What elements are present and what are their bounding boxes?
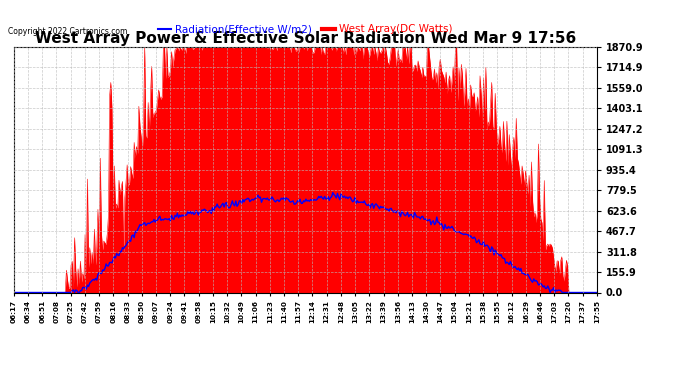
Text: Copyright 2022 Cartronics.com: Copyright 2022 Cartronics.com [8, 27, 128, 36]
Legend: Radiation(Effective W/m2), West Array(DC Watts): Radiation(Effective W/m2), West Array(DC… [154, 20, 457, 39]
Title: West Array Power & Effective Solar Radiation Wed Mar 9 17:56: West Array Power & Effective Solar Radia… [34, 31, 576, 46]
